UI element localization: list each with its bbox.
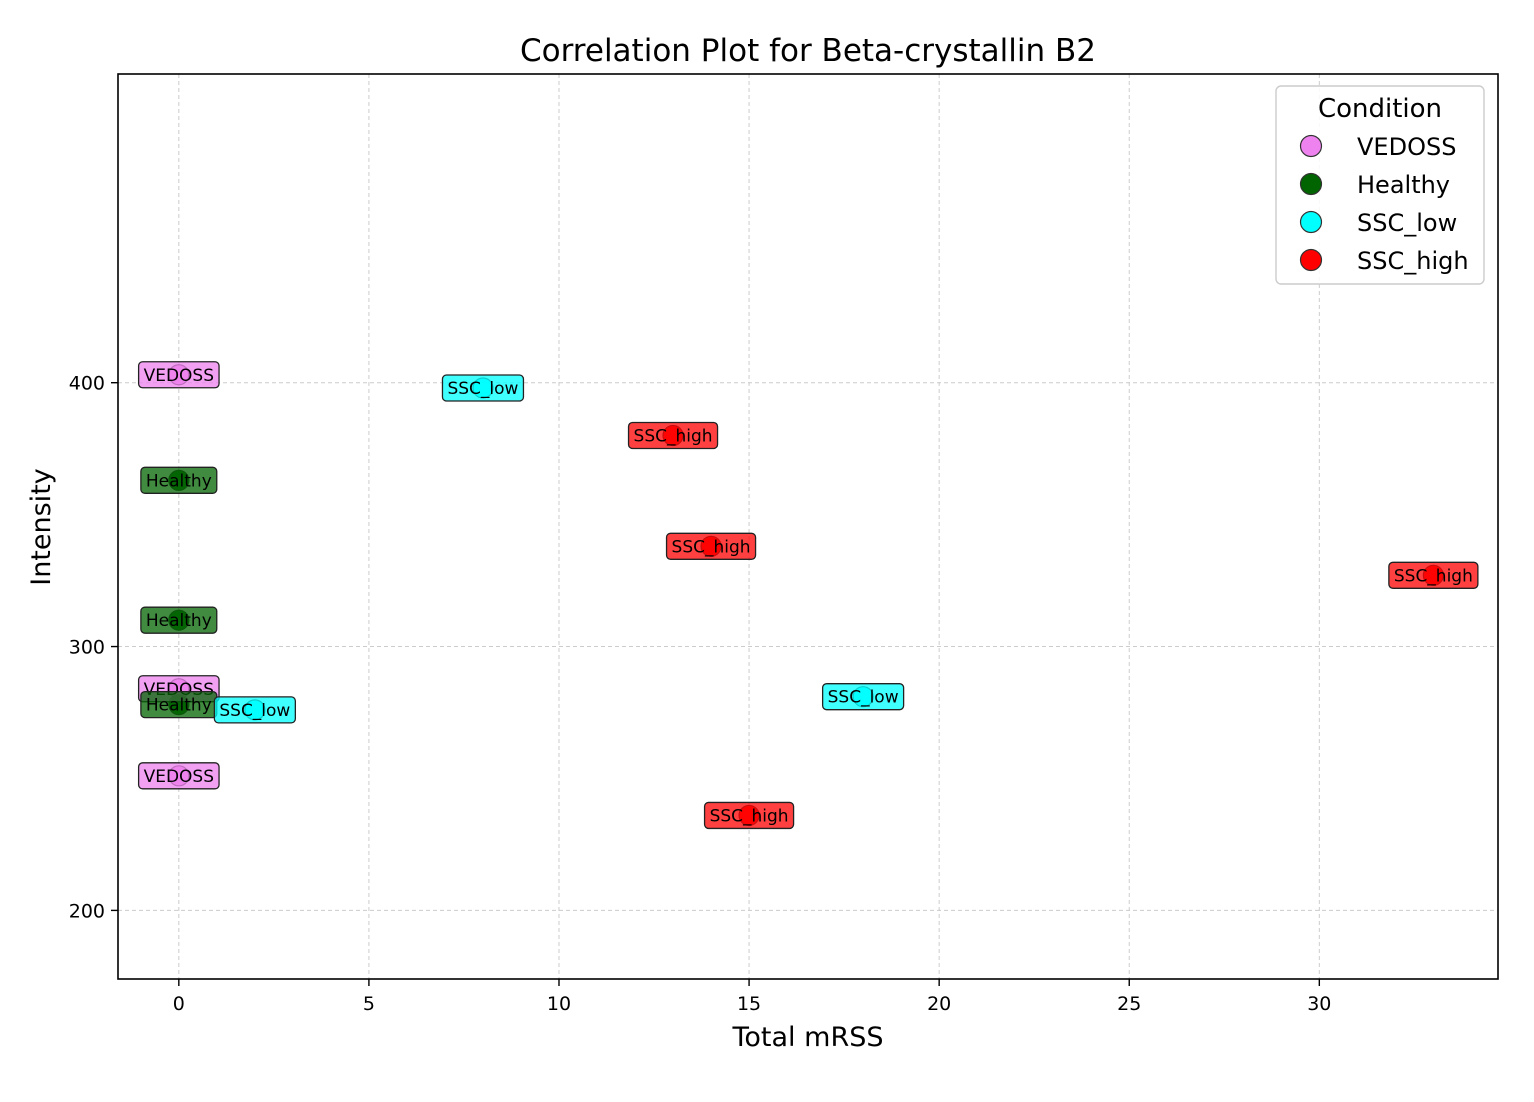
point-label: Healthy (146, 471, 212, 491)
legend-label: VEDOSS (1357, 133, 1456, 161)
plot-frame (117, 73, 1499, 980)
point-label: SSC_low (219, 701, 290, 721)
x-tick-label: 30 (1307, 993, 1331, 1015)
chart-title: Correlation Plot for Beta-crystallin B2 (520, 33, 1096, 69)
legend-marker (1299, 172, 1323, 196)
legend-marker (1299, 248, 1323, 272)
point-label-box: SSC_high (1388, 561, 1479, 589)
point-label-background (703, 801, 795, 830)
point-label-box: Healthy (140, 466, 218, 494)
point-label-background (441, 374, 525, 402)
point-label-background (665, 532, 757, 560)
point-label-box: SSC_high (627, 421, 719, 450)
point-label: VEDOSS (144, 366, 214, 386)
point-label-box: SSC_high (665, 532, 757, 560)
point-label-box: SSC_low (821, 683, 905, 711)
point-label-box: SSC_high (703, 801, 795, 830)
legend-marker (1299, 210, 1323, 234)
point-label-box: SSC_low (213, 696, 297, 724)
legend: Condition VEDOSS Healthy SSC_low SSC_high (1275, 85, 1485, 285)
point-label-background (140, 466, 218, 494)
point-label-box: VEDOSS (137, 361, 220, 389)
point-label: SSC_low (447, 379, 518, 399)
point-label-background (627, 421, 719, 450)
point-labels: VEDOSSVEDOSSVEDOSSHealthyHealthyHealthyS… (137, 361, 1479, 830)
legend-label: SSC_high (1357, 247, 1469, 275)
x-tick-label: 10 (547, 993, 571, 1015)
point-label: Healthy (146, 611, 212, 631)
point-label: VEDOSS (144, 767, 214, 787)
point-label-box: Healthy (140, 690, 218, 719)
legend-label: Healthy (1357, 171, 1450, 199)
legend-box (1275, 85, 1485, 285)
point-label: SSC_high (1394, 566, 1473, 586)
legend-marker (1299, 134, 1323, 158)
y-tick-label: 200 (69, 900, 105, 922)
point-label: Healthy (146, 696, 212, 716)
point-label: SSC_low (828, 688, 899, 708)
x-axis-label: Total mRSS (732, 1022, 884, 1053)
point-label-box: Healthy (140, 606, 218, 634)
point-label-background (140, 606, 218, 634)
point-label: SSC_high (634, 426, 713, 446)
point-label-background (137, 361, 220, 389)
data-points (168, 364, 1444, 827)
point-label-box: SSC_low (441, 374, 525, 402)
x-tick-label: 15 (737, 993, 761, 1015)
point-label-box: VEDOSS (137, 762, 220, 790)
point-label: SSC_high (672, 537, 751, 557)
x-tick-label: 0 (173, 993, 185, 1015)
point-label: SSC_high (710, 806, 789, 826)
point-label-background (821, 683, 905, 711)
legend-label: SSC_low (1357, 209, 1457, 237)
y-tick-label: 300 (69, 637, 105, 659)
y-tick-label: 400 (69, 373, 105, 395)
axis-ticks: 0 5 10 15 20 25 30 200 300 400 (69, 373, 1332, 1015)
y-axis-label: Intensity (26, 468, 57, 586)
x-tick-label: 20 (927, 993, 951, 1015)
point-label-background (137, 762, 220, 790)
point-label-background (213, 696, 297, 724)
x-tick-label: 25 (1117, 993, 1141, 1015)
legend-title: Condition (1318, 94, 1442, 124)
legend-items: VEDOSS Healthy SSC_low SSC_high (1299, 133, 1469, 275)
x-tick-label: 5 (363, 993, 375, 1015)
point-label-background (1388, 561, 1479, 589)
